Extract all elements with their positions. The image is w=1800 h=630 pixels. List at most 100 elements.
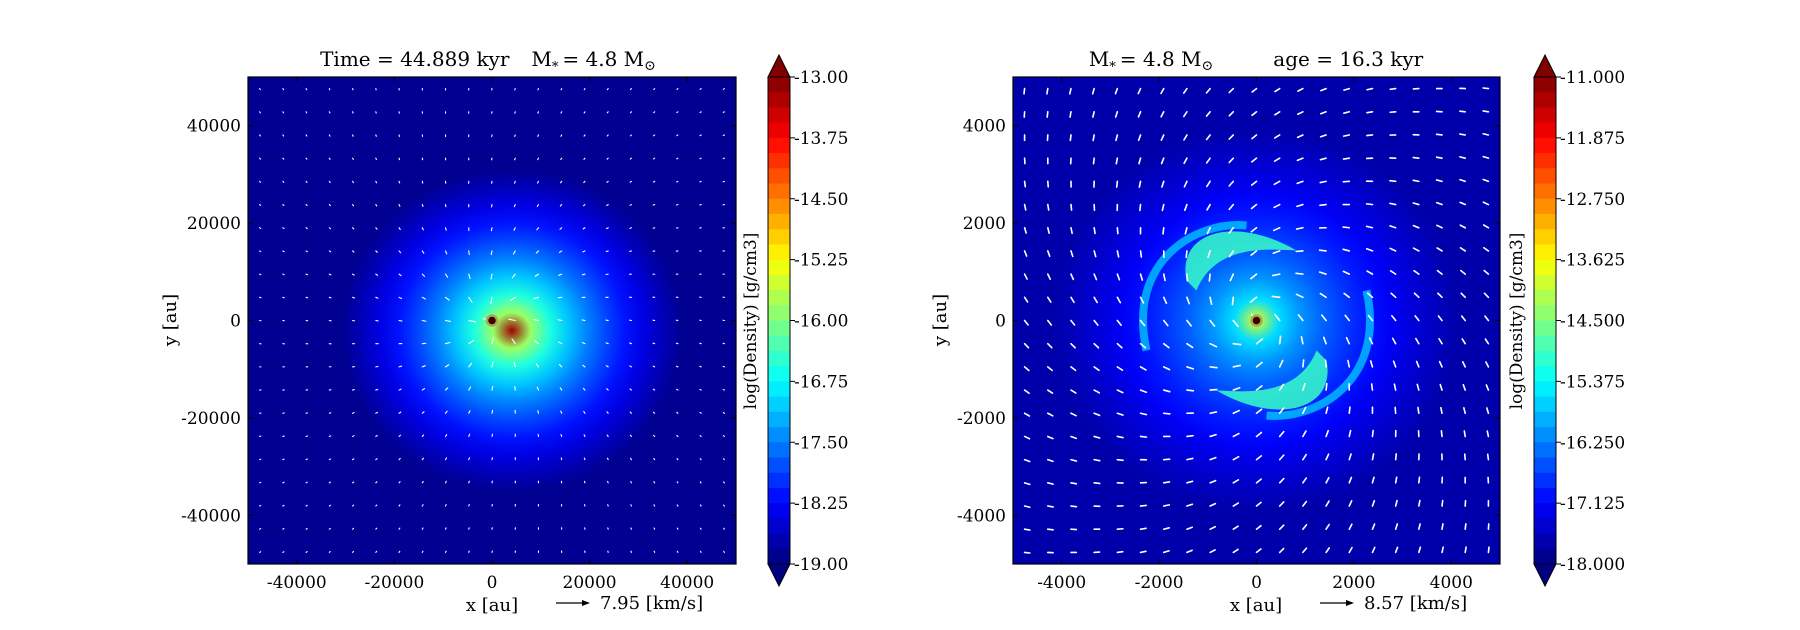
velocity-vector [328, 458, 332, 461]
velocity-vector [676, 157, 679, 160]
velocity-vector [1186, 319, 1192, 327]
colorbar-tick-label: -18.000 [1560, 555, 1625, 575]
velocity-vector [1137, 134, 1142, 142]
velocity-vector [1250, 273, 1258, 280]
colorbar-segment [1534, 472, 1556, 489]
velocity-vector [1229, 273, 1235, 282]
velocity-vector [1070, 250, 1074, 258]
velocity-vector [1070, 435, 1078, 440]
velocity-vector [468, 339, 475, 345]
velocity-vector [259, 273, 262, 276]
velocity-vector [305, 180, 308, 183]
velocity-vector [1023, 87, 1026, 95]
colorbar-extend-min [767, 563, 791, 588]
velocity-vector [1368, 337, 1374, 345]
velocity-vector [1046, 273, 1052, 281]
velocity-vector [653, 434, 656, 438]
x-tick-label: -4000 [1037, 573, 1086, 593]
velocity-vector [398, 319, 403, 322]
sink-particle [485, 314, 499, 327]
velocity-vector [1325, 382, 1328, 391]
velocity-vector [1482, 132, 1490, 136]
velocity-vector [352, 527, 355, 530]
velocity-vector [352, 134, 354, 137]
velocity-vector [352, 435, 355, 438]
velocity-vector [675, 365, 679, 368]
velocity-vector [630, 504, 632, 507]
velocity-vector [1278, 430, 1285, 438]
velocity-vector [375, 296, 379, 299]
velocity-vector [1366, 270, 1374, 275]
velocity-vector [282, 180, 285, 183]
velocity-vector [1209, 456, 1217, 461]
velocity-vector [1366, 87, 1374, 91]
velocity-vector [509, 296, 516, 302]
velocity-vector [1348, 523, 1353, 531]
velocity-vector [1070, 296, 1075, 304]
velocity-vector [491, 409, 494, 414]
velocity-vector [305, 458, 308, 461]
velocity-vector [537, 410, 540, 414]
x-tick-label: -2000 [1135, 573, 1184, 593]
velocity-vector [1436, 224, 1443, 229]
velocity-vector [560, 111, 563, 114]
velocity-vector [305, 481, 308, 484]
colorbar-segment [1534, 411, 1556, 428]
velocity-vector [1228, 157, 1235, 164]
colorbar-segment [1534, 457, 1556, 474]
velocity-vector [468, 480, 470, 484]
velocity-vector [1412, 202, 1420, 206]
velocity-vector [1278, 524, 1285, 531]
colorbar-segment [768, 457, 790, 474]
velocity-vector [581, 341, 586, 345]
velocity-vector [1139, 504, 1147, 507]
velocity-vector [1138, 157, 1142, 165]
velocity-vector [560, 410, 563, 414]
velocity-vector [421, 504, 424, 507]
velocity-vector [1070, 389, 1077, 394]
velocity-vector [1342, 248, 1351, 252]
velocity-vector [1139, 273, 1144, 281]
colorbar-segment [768, 350, 790, 367]
velocity-vector [1255, 431, 1263, 438]
velocity-vector [581, 273, 586, 276]
velocity-vector [1209, 296, 1213, 306]
velocity-vector [1137, 87, 1142, 95]
velocity-vector [282, 481, 285, 484]
velocity-vector [1091, 87, 1095, 95]
velocity-vector [1046, 412, 1054, 417]
colorbar [1533, 53, 1557, 588]
velocity-vector [398, 388, 402, 391]
velocity-vector [1278, 454, 1285, 461]
velocity-vector [1139, 342, 1147, 349]
velocity-vector [1325, 453, 1330, 461]
velocity-vector [1183, 203, 1188, 212]
velocity-vector [375, 458, 378, 461]
velocity-vector [352, 157, 354, 160]
velocity-vector [1255, 385, 1263, 391]
velocity-vector [1342, 157, 1351, 160]
velocity-vector [1162, 319, 1169, 327]
velocity-vector [1348, 476, 1353, 484]
colorbar-segment [1534, 107, 1556, 124]
velocity-vector [1228, 180, 1235, 187]
velocity-vector [722, 88, 725, 90]
velocity-vector [1255, 524, 1262, 531]
velocity-vector [1232, 548, 1239, 554]
velocity-vector [1251, 157, 1258, 163]
y-tick-label: -2000 [957, 409, 1006, 429]
velocity-vector [1343, 110, 1351, 114]
quiver-key: 8.57 [km/s] [1320, 593, 1467, 614]
colorbar-segment [1534, 122, 1556, 139]
velocity-vector [352, 458, 355, 461]
velocity-vector [352, 481, 355, 484]
velocity-vector [328, 435, 332, 438]
velocity-vector [1342, 134, 1351, 137]
velocity-vector [305, 227, 308, 230]
colorbar-segment [1534, 396, 1556, 413]
velocity-vector [1251, 87, 1258, 93]
velocity-vector [1046, 366, 1053, 372]
velocity-vector [1162, 527, 1170, 531]
velocity-vector [1296, 110, 1304, 116]
velocity-vector [1070, 342, 1076, 349]
